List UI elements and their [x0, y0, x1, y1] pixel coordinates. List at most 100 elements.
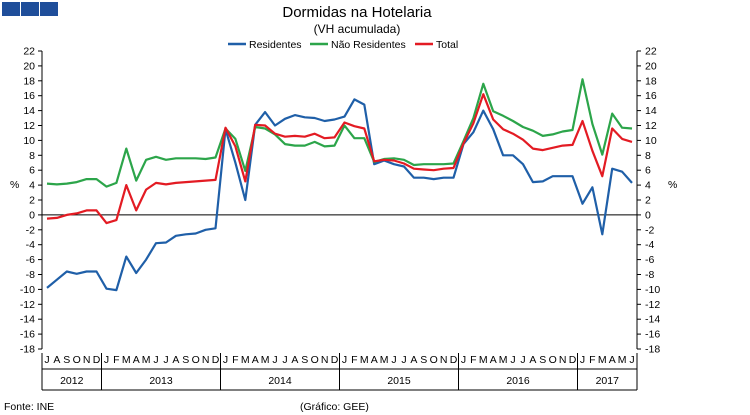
- x-tick-label: N: [559, 354, 567, 366]
- y-tick-label-right: 6: [645, 165, 651, 177]
- x-tick-label: A: [133, 354, 140, 366]
- y-tick-label-right: 14: [645, 105, 657, 117]
- x-tick-label: M: [122, 354, 131, 366]
- x-tick-label: A: [371, 354, 378, 366]
- x-tick-label: M: [479, 354, 488, 366]
- x-tick-label: O: [311, 354, 319, 366]
- x-tick-label: J: [163, 354, 168, 366]
- y-tick-label-right: 16: [645, 90, 657, 102]
- y-tick-label-left: 22: [23, 46, 35, 58]
- x-tick-label: F: [113, 354, 119, 366]
- year-label: 2016: [506, 375, 530, 387]
- y-unit-right: %: [668, 179, 677, 191]
- series-lines: [46, 78, 633, 292]
- x-tick-label: M: [618, 354, 627, 366]
- y-tick-label-left: 4: [29, 180, 35, 192]
- y-tick-label-left: -14: [20, 314, 35, 326]
- x-tick-label: S: [539, 354, 546, 366]
- source-note: Fonte: INE: [4, 401, 55, 413]
- x-tick-label: J: [282, 354, 287, 366]
- legend-label: Total: [436, 39, 458, 51]
- y-tick-label-left: -16: [20, 329, 35, 341]
- series-line-total: [46, 93, 633, 225]
- x-tick-label: J: [342, 354, 347, 366]
- x-tick-label: A: [172, 354, 179, 366]
- y-tick-label-left: -4: [26, 239, 35, 251]
- x-tick-label: M: [380, 354, 389, 366]
- x-tick-label: J: [510, 354, 515, 366]
- y-tick-label-right: 4: [645, 180, 651, 192]
- y-tick-label-right: -6: [645, 254, 654, 266]
- x-tick-label: J: [629, 354, 634, 366]
- x-tick-label: S: [301, 354, 308, 366]
- y-tick-label-left: 18: [23, 75, 35, 87]
- y-tick-label-right: 8: [645, 150, 651, 162]
- x-tick-label: N: [83, 354, 91, 366]
- y-tick-label-left: 12: [23, 120, 35, 132]
- y-tick-label-left: 2: [29, 195, 35, 207]
- y-tick-label-left: -8: [26, 269, 35, 281]
- year-label: 2015: [387, 375, 411, 387]
- x-tick-label: J: [153, 354, 158, 366]
- year-label: 2013: [149, 375, 173, 387]
- x-tick-label: F: [589, 354, 595, 366]
- y-tick-label-left: 20: [23, 60, 35, 72]
- x-tick-label: D: [569, 354, 577, 366]
- x-tick-label: O: [549, 354, 557, 366]
- y-tick-label-right: 18: [645, 75, 657, 87]
- x-tick-label: M: [261, 354, 270, 366]
- x-tick-label: N: [321, 354, 329, 366]
- y-tick-label-right: -4: [645, 239, 654, 251]
- x-tick-label: D: [331, 354, 339, 366]
- y-tick-label-left: -6: [26, 254, 35, 266]
- y-tick-label-left: -18: [20, 344, 35, 356]
- chart-title: Dormidas na Hotelaria: [282, 4, 432, 21]
- y-tick-label-left: 0: [29, 209, 35, 221]
- legend-label: Residentes: [249, 39, 302, 51]
- y-tick-label-right: -14: [645, 314, 660, 326]
- y-tick-label-right: -10: [645, 284, 660, 296]
- y-tick-label-right: -12: [645, 299, 660, 311]
- x-tick-label: M: [241, 354, 250, 366]
- y-tick-label-left: 16: [23, 90, 35, 102]
- x-tick-label: S: [63, 354, 70, 366]
- y-tick-label-left: 8: [29, 150, 35, 162]
- x-tick-label: J: [461, 354, 466, 366]
- y-tick-label-right: 20: [645, 60, 657, 72]
- x-tick-label: N: [202, 354, 210, 366]
- y-tick-label-right: 22: [645, 46, 657, 58]
- x-tick-label: S: [420, 354, 427, 366]
- x-tick-label: O: [192, 354, 200, 366]
- x-tick-label: J: [223, 354, 228, 366]
- x-tick-label: J: [520, 354, 525, 366]
- year-label: 2017: [596, 375, 620, 387]
- y-tick-label-left: -2: [26, 224, 35, 236]
- credit-note: (Gráfico: GEE): [300, 401, 369, 413]
- x-tick-label: A: [53, 354, 60, 366]
- y-tick-label-right: -18: [645, 344, 660, 356]
- x-tick-label: M: [142, 354, 151, 366]
- x-tick-label: J: [391, 354, 396, 366]
- x-tick-label: M: [499, 354, 508, 366]
- y-tick-label-left: -12: [20, 299, 35, 311]
- y-tick-label-right: 0: [645, 209, 651, 221]
- y-tick-label-right: 12: [645, 120, 657, 132]
- x-tick-label: O: [73, 354, 81, 366]
- x-tick-label: O: [430, 354, 438, 366]
- y-tick-label-left: 14: [23, 105, 35, 117]
- legend: Residentes Não Residentes Total: [228, 39, 458, 51]
- x-tick-label: J: [272, 354, 277, 366]
- y-tick-label-left: -10: [20, 284, 35, 296]
- x-tick-label: F: [470, 354, 476, 366]
- series-line-residentes: [46, 98, 633, 292]
- y-tick-label-right: -8: [645, 269, 654, 281]
- y-tick-label-right: -2: [645, 224, 654, 236]
- chart-subtitle: (VH acumulada): [314, 22, 401, 36]
- y-tick-label-right: 2: [645, 195, 651, 207]
- x-tick-label: D: [450, 354, 458, 366]
- x-tick-label: N: [440, 354, 448, 366]
- x-tick-label: J: [580, 354, 585, 366]
